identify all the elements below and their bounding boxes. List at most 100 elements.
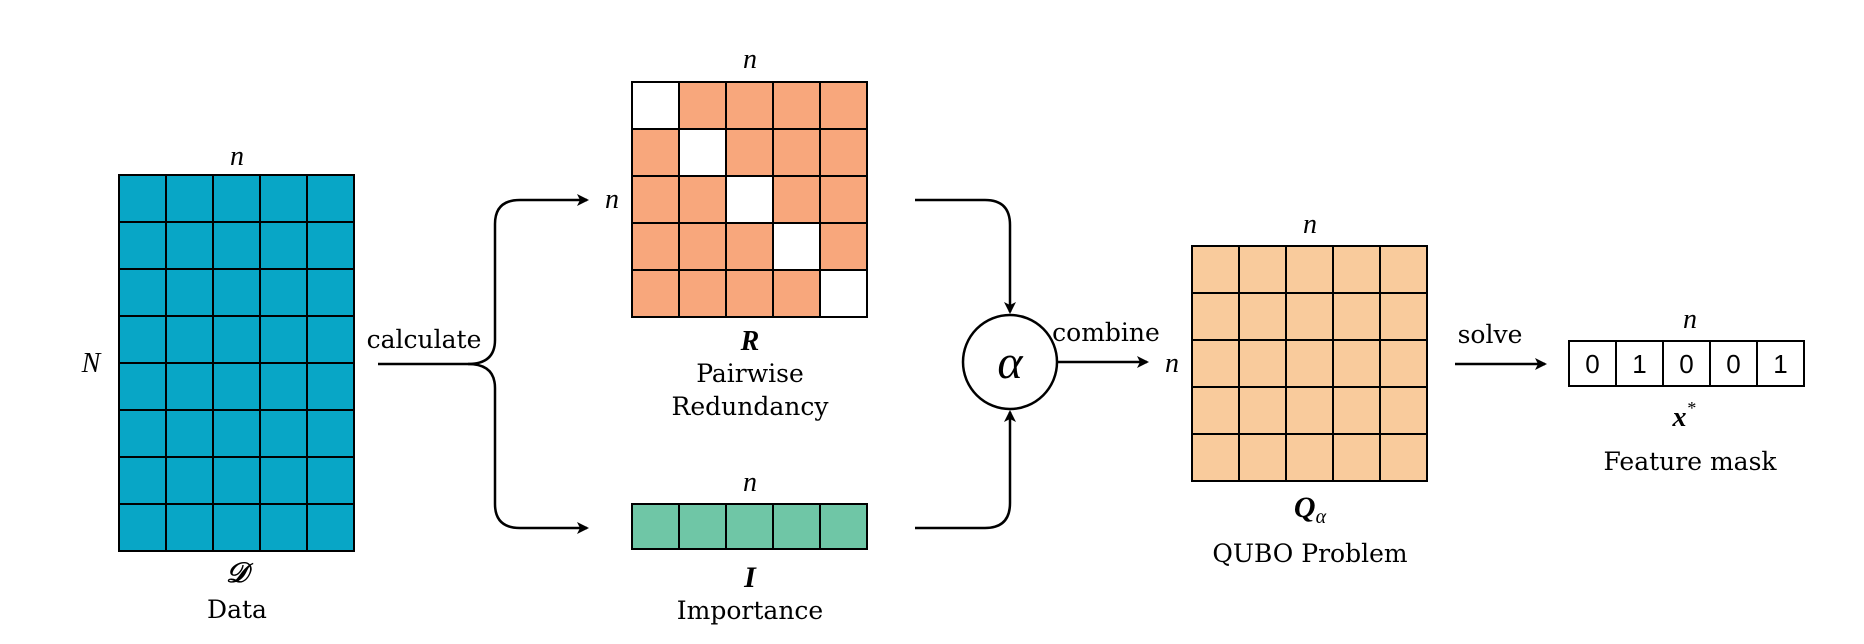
qubo-dim-left: n [1165, 348, 1179, 379]
redundancy-matrix-cell [772, 269, 821, 318]
data-matrix-cell [259, 268, 308, 317]
redundancy-matrix-cell [725, 175, 774, 224]
data-matrix-cell [118, 174, 167, 223]
qubo-matrix-cell [1379, 245, 1428, 294]
data-matrix-cell [165, 221, 214, 270]
data-matrix-cell [118, 503, 167, 552]
mask-value: 1 [1632, 349, 1646, 379]
redundancy-matrix-cell [678, 175, 727, 224]
redundancy-matrix-cell [819, 175, 868, 224]
feature-mask-grid: 0 1 0 0 1 [1568, 340, 1805, 387]
calculate-arrow: calculate [367, 194, 589, 534]
data-matrix-grid [118, 174, 355, 552]
qubo-matrix-cell [1285, 386, 1334, 435]
redundancy-dim-top: n [743, 44, 757, 75]
redundancy-matrix-cell [631, 81, 680, 130]
importance-vector-cell [772, 503, 821, 550]
data-matrix-cell [118, 268, 167, 317]
feature-mask-cell [1756, 340, 1805, 387]
data-matrix-cell [306, 174, 355, 223]
redundancy-matrix-cell [631, 269, 680, 318]
importance-vector-cell [678, 503, 727, 550]
qubo-matrix-cell [1332, 292, 1381, 341]
combine-arrow: combine [1052, 318, 1160, 368]
data-matrix-cell [306, 362, 355, 411]
redundancy-caption-line1: Pairwise [696, 359, 804, 388]
redundancy-matrix-cell [725, 269, 774, 318]
feature-mask: 0 1 0 0 1 n x* Feature mask [1568, 304, 1805, 476]
qubo-matrix-cell [1379, 386, 1428, 435]
redundancy-symbol: R [740, 326, 760, 357]
mask-superscript: * [1687, 398, 1696, 418]
qubo-matrix-cell [1379, 339, 1428, 388]
data-matrix-cell [118, 315, 167, 364]
redundancy-matrix-cell [772, 175, 821, 224]
qubo-matrix-cell [1191, 292, 1240, 341]
qubo-dim-top: n [1303, 209, 1317, 240]
redundancy-matrix-cell [725, 128, 774, 177]
qubo-symbol-group: Qα [1294, 491, 1327, 528]
redundancy-matrix-cell [772, 81, 821, 130]
importance-vector: n I Importance [631, 467, 868, 625]
alpha-symbol: α [997, 336, 1023, 389]
data-matrix-cell [212, 409, 261, 458]
data-matrix-cell [259, 409, 308, 458]
importance-symbol: I [743, 561, 757, 594]
data-matrix-cell [118, 362, 167, 411]
qubo-matrix-cell [1191, 339, 1240, 388]
qubo-matrix-cell [1332, 386, 1381, 435]
redundancy-matrix-cell [631, 175, 680, 224]
qubo-matrix: n n Qα QUBO Problem [1165, 209, 1428, 568]
redundancy-matrix-cell [725, 81, 774, 130]
qubo-matrix-cell [1379, 292, 1428, 341]
redundancy-matrix-cell [678, 269, 727, 318]
calculate-arrow-lower [467, 362, 589, 534]
redundancy-matrix: n n R Pairwise Redundancy [605, 44, 868, 421]
qubo-matrix-cell [1191, 245, 1240, 294]
importance-vector-cell [819, 503, 868, 550]
combine-inputs [915, 198, 1016, 530]
data-matrix-cell [165, 409, 214, 458]
redundancy-dim-left: n [605, 184, 619, 215]
data-matrix-cell [306, 268, 355, 317]
data-matrix-cell [118, 409, 167, 458]
qubo-matrix-cell [1332, 433, 1381, 482]
data-caption: Data [207, 595, 267, 624]
data-matrix-cell [259, 221, 308, 270]
qubo-matrix-cell [1285, 339, 1334, 388]
data-matrix-cell [306, 503, 355, 552]
qubo-matrix-cell [1238, 433, 1287, 482]
qubo-matrix-cell [1238, 245, 1287, 294]
mask-symbol: x [1672, 402, 1687, 433]
mask-dim-top: n [1683, 304, 1697, 335]
data-matrix-cell [306, 221, 355, 270]
data-matrix-cell [259, 456, 308, 505]
mask-symbol-group: x* [1672, 398, 1696, 433]
data-matrix-cell [212, 503, 261, 552]
qubo-matrix-cell [1285, 292, 1334, 341]
qubo-matrix-cell [1332, 245, 1381, 294]
importance-caption: Importance [677, 596, 823, 625]
redundancy-matrix-cell [678, 128, 727, 177]
redundancy-matrix-cell [819, 269, 868, 318]
redundancy-matrix-cell [819, 222, 868, 271]
data-matrix-cell [165, 268, 214, 317]
qubo-matrix-cell [1332, 339, 1381, 388]
qubo-matrix-grid [1191, 245, 1428, 482]
solve-arrow: solve [1455, 320, 1547, 370]
mask-value: 0 [1585, 349, 1599, 379]
data-dim-left: N [81, 348, 102, 379]
data-matrix-cell [259, 315, 308, 364]
qubo-matrix-cell [1379, 433, 1428, 482]
data-symbol: 𝒟 [226, 558, 254, 589]
redundancy-matrix-cell [772, 128, 821, 177]
qubo-subscript: α [1316, 506, 1327, 528]
data-matrix-cell [306, 456, 355, 505]
solve-label: solve [1458, 320, 1523, 349]
feature-mask-cell [1615, 340, 1664, 387]
redundancy-caption-line2: Redundancy [672, 392, 830, 421]
mask-caption: Feature mask [1603, 447, 1777, 476]
data-matrix-cell [306, 315, 355, 364]
mask-value: 0 [1726, 349, 1740, 379]
